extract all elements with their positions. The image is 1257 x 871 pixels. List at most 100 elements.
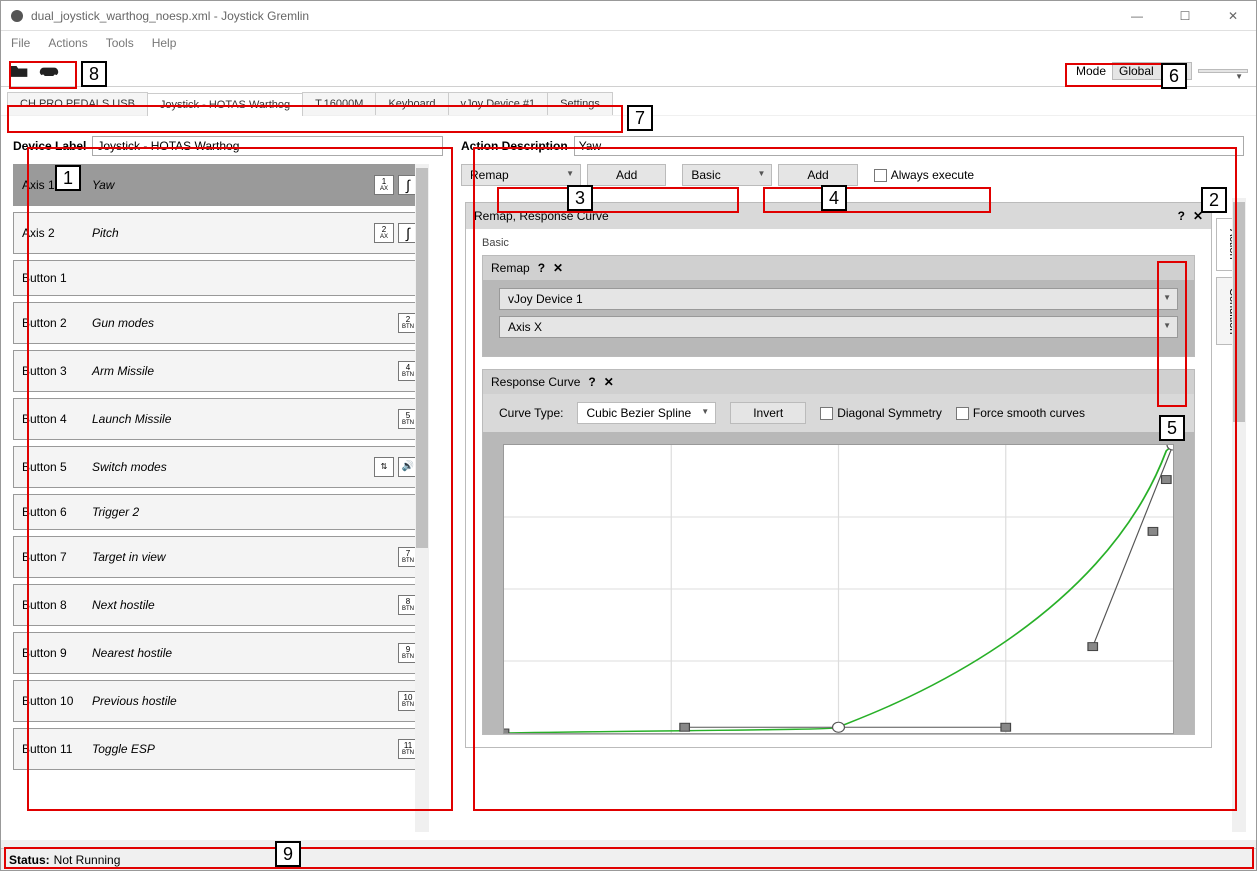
response-curve-action: Response Curve ? ✕ Curve Type: Cubic Bez… xyxy=(482,369,1195,735)
input-desc: Previous hostile xyxy=(92,694,386,708)
diagonal-symmetry-checkbox[interactable]: Diagonal Symmetry xyxy=(820,406,942,420)
device-tabs: CH PRO PEDALS USBJoystick - HOTAS Wartho… xyxy=(1,87,1256,115)
input-desc: Target in view xyxy=(92,550,386,564)
help-icon[interactable]: ? xyxy=(588,375,595,389)
menubar: File Actions Tools Help xyxy=(1,31,1256,55)
input-name: Axis 1 xyxy=(22,178,80,192)
basic-label: Basic xyxy=(482,237,1195,249)
mode-dropdown-secondary[interactable] xyxy=(1198,69,1248,73)
input-item[interactable]: Button 6 Trigger 2 xyxy=(13,494,427,530)
input-name: Button 5 xyxy=(22,460,80,474)
remap-title: Remap xyxy=(491,261,530,275)
input-name: Button 8 xyxy=(22,598,80,612)
curve-type-dropdown[interactable]: Cubic Bezier Spline xyxy=(577,402,716,424)
input-name: Button 9 xyxy=(22,646,80,660)
device-label-input[interactable] xyxy=(92,136,443,156)
help-icon[interactable]: ? xyxy=(1178,209,1185,223)
input-item[interactable]: Button 9Nearest hostile9BTN xyxy=(13,632,427,674)
input-list-scrollbar[interactable] xyxy=(415,164,429,832)
menu-actions[interactable]: Actions xyxy=(48,36,87,50)
close-icon[interactable]: ✕ xyxy=(1193,209,1203,223)
input-item[interactable]: Button 4Launch Missile5BTN xyxy=(13,398,427,440)
input-item[interactable]: Axis 2Pitch2AX∫ xyxy=(13,212,427,254)
input-item[interactable]: Axis 1Yaw1AX∫ xyxy=(13,164,427,206)
input-name: Button 7 xyxy=(22,550,80,564)
input-name: Button 2 xyxy=(22,316,80,330)
action-desc-input[interactable] xyxy=(574,136,1244,156)
titlebar: dual_joystick_warthog_noesp.xml - Joysti… xyxy=(1,1,1256,31)
input-item[interactable]: Button 2Gun modes2BTN xyxy=(13,302,427,344)
container-type-dropdown[interactable]: Basic xyxy=(682,164,772,186)
input-desc: Switch modes xyxy=(92,460,362,474)
window-title: dual_joystick_warthog_noesp.xml - Joysti… xyxy=(31,9,1122,23)
response-curve-canvas[interactable] xyxy=(503,444,1174,734)
menu-file[interactable]: File xyxy=(11,36,30,50)
close-button[interactable]: ✕ xyxy=(1218,9,1248,23)
mapping-badge: 2AX xyxy=(374,223,394,243)
device-tab[interactable]: vJoy Device #1 xyxy=(448,92,549,115)
remap-axis-dropdown[interactable]: Axis X xyxy=(499,316,1178,338)
open-folder-icon[interactable] xyxy=(9,61,29,81)
input-desc: Next hostile xyxy=(92,598,386,612)
maximize-button[interactable]: ☐ xyxy=(1170,9,1200,23)
input-item[interactable]: Button 11Toggle ESP11BTN xyxy=(13,728,427,770)
action-desc-label: Action Description xyxy=(461,139,568,153)
device-label-label: Device Label xyxy=(13,139,86,153)
statusbar: Status: Not Running xyxy=(1,848,1256,870)
invert-button[interactable]: Invert xyxy=(730,402,806,424)
status-label: Status: xyxy=(9,853,50,867)
close-icon[interactable]: ✕ xyxy=(604,375,614,389)
device-tab[interactable]: Joystick - HOTAS Warthog xyxy=(147,93,303,116)
menu-tools[interactable]: Tools xyxy=(106,36,134,50)
input-item[interactable]: Button 7Target in view7BTN xyxy=(13,536,427,578)
input-desc: Nearest hostile xyxy=(92,646,386,660)
input-name: Axis 2 xyxy=(22,226,80,240)
switch-icon: ⇅ xyxy=(374,457,394,477)
container-title: Remap, Response Curve xyxy=(474,209,609,223)
action-container: Remap, Response Curve ? ✕ Basic Remap xyxy=(465,202,1212,748)
input-list[interactable]: Axis 1Yaw1AX∫Axis 2Pitch2AX∫Button 1Butt… xyxy=(13,164,443,832)
force-smooth-checkbox[interactable]: Force smooth curves xyxy=(956,406,1085,420)
input-item[interactable]: Button 8Next hostile8BTN xyxy=(13,584,427,626)
mode-label: Mode xyxy=(1076,64,1106,78)
input-name: Button 3 xyxy=(22,364,80,378)
action-panel: Action Description Remap Add Basic Add A… xyxy=(461,136,1244,832)
remap-device-dropdown[interactable]: vJoy Device 1 xyxy=(499,288,1178,310)
device-tab[interactable]: T.16000M xyxy=(302,92,376,115)
input-desc: Launch Missile xyxy=(92,412,386,426)
toolbar: Mode Global xyxy=(1,55,1256,87)
minimize-button[interactable]: — xyxy=(1122,9,1152,23)
input-desc: Toggle ESP xyxy=(92,742,386,756)
input-desc: Gun modes xyxy=(92,316,386,330)
mapping-badge: 1AX xyxy=(374,175,394,195)
input-item[interactable]: Button 3Arm Missile4BTN xyxy=(13,350,427,392)
input-name: Button 6 xyxy=(22,505,80,519)
always-execute-checkbox[interactable]: Always execute xyxy=(874,168,974,182)
action-type-dropdown[interactable]: Remap xyxy=(461,164,581,186)
status-value: Not Running xyxy=(54,853,121,867)
action-panel-scrollbar[interactable] xyxy=(1232,198,1246,832)
app-icon xyxy=(9,8,25,24)
input-item[interactable]: Button 5Switch modes⇅🔊 xyxy=(13,446,427,488)
input-item[interactable]: Button 10Previous hostile10BTN xyxy=(13,680,427,722)
container-add-button[interactable]: Add xyxy=(778,164,857,186)
menu-help[interactable]: Help xyxy=(152,36,177,50)
input-desc: Trigger 2 xyxy=(92,505,406,519)
input-desc: Arm Missile xyxy=(92,364,386,378)
input-name: Button 1 xyxy=(22,271,80,285)
input-item[interactable]: Button 1 xyxy=(13,260,427,296)
input-name: Button 4 xyxy=(22,412,80,426)
gamepad-icon[interactable] xyxy=(39,61,59,81)
action-add-button[interactable]: Add xyxy=(587,164,666,186)
input-desc: Yaw xyxy=(92,178,362,192)
close-icon[interactable]: ✕ xyxy=(553,261,563,275)
device-tab[interactable]: Keyboard xyxy=(375,92,448,115)
help-icon[interactable]: ? xyxy=(538,261,545,275)
input-desc: Pitch xyxy=(92,226,362,240)
remap-action: Remap ? ✕ vJoy Device 1 Axis X xyxy=(482,255,1195,357)
input-name: Button 10 xyxy=(22,694,80,708)
curve-type-label: Curve Type: xyxy=(499,406,563,420)
device-tab[interactable]: Settings xyxy=(547,92,613,115)
mode-dropdown[interactable]: Global xyxy=(1112,62,1192,80)
device-tab[interactable]: CH PRO PEDALS USB xyxy=(7,92,148,115)
